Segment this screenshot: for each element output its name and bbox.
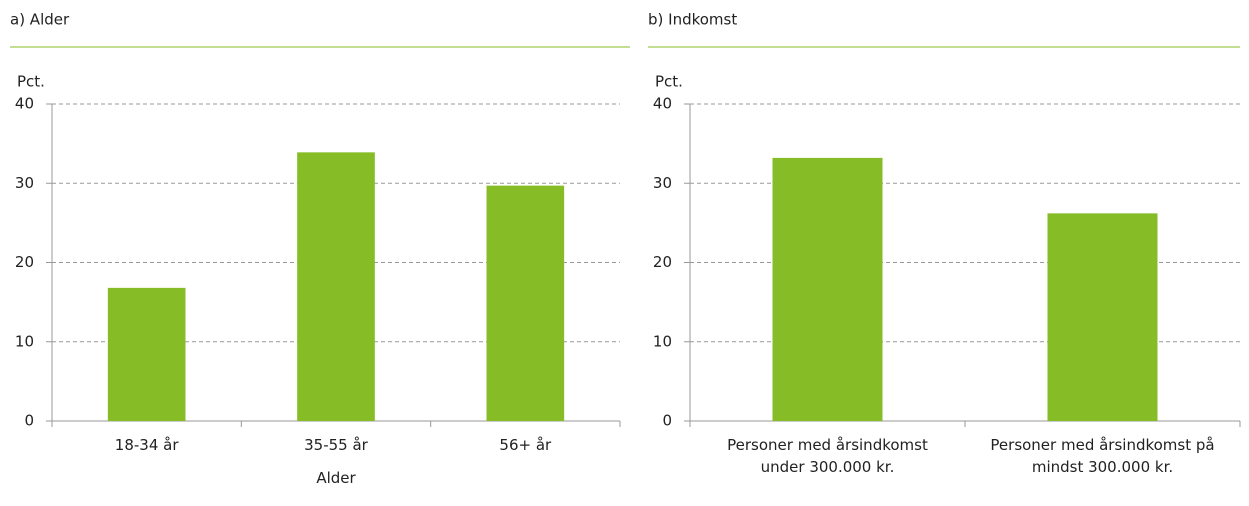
y-tick-label: 20	[653, 253, 672, 271]
y-tick-label: 10	[653, 332, 672, 350]
bar	[297, 152, 375, 421]
y-tick-label: 0	[662, 412, 672, 430]
x-axis-label: Alder	[316, 469, 356, 487]
y-tick-label: 40	[15, 95, 34, 113]
bar	[772, 157, 883, 421]
chart-title: a) Alder	[10, 11, 70, 29]
y-axis-label: Pct.	[17, 73, 45, 91]
x-tick-label: 18-34 år	[114, 436, 179, 454]
bar	[486, 185, 565, 421]
y-tick-label: 30	[15, 174, 34, 192]
bar	[1047, 213, 1158, 421]
x-tick-label: 35-55 år	[304, 436, 368, 454]
y-tick-label: 30	[653, 174, 672, 192]
y-tick-label: 0	[24, 412, 34, 430]
y-tick-label: 20	[15, 253, 34, 271]
x-tick-label: Personer med årsindkomst under 300.000 k…	[727, 436, 928, 476]
chart-title: b) Indkomst	[648, 11, 737, 29]
x-tick-label: 56+ år	[499, 436, 552, 454]
y-tick-label: 40	[653, 95, 672, 113]
y-axis-label: Pct.	[655, 73, 683, 91]
bar	[107, 287, 186, 421]
y-tick-label: 10	[15, 332, 34, 350]
x-tick-label: Personer med årsindkomst på mindst 300.0…	[990, 436, 1215, 476]
